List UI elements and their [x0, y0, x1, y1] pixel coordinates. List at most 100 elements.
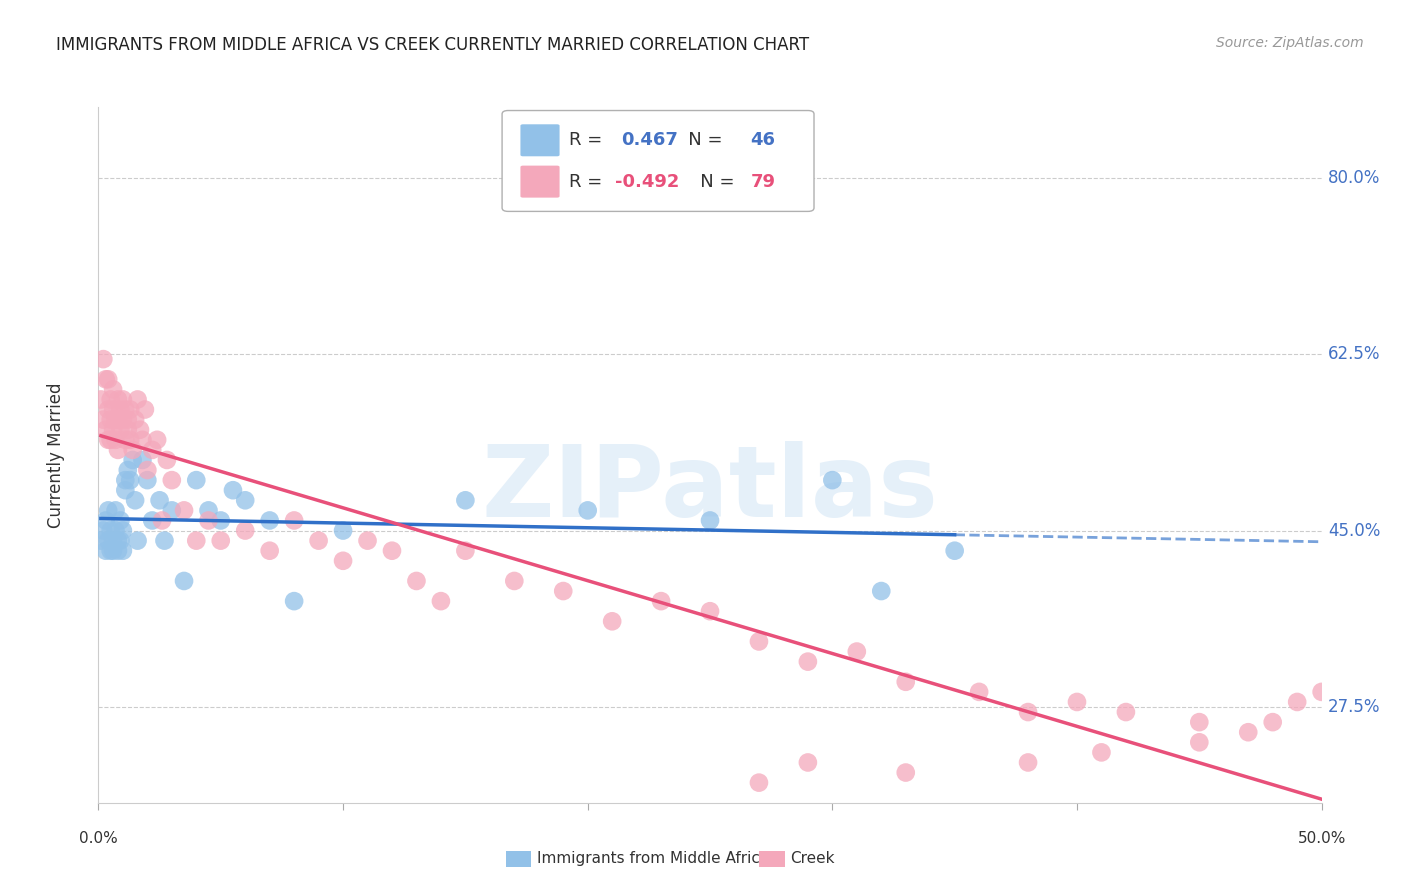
Text: N =: N = — [683, 173, 741, 191]
Point — [101, 533, 124, 548]
Point — [356, 533, 378, 548]
Point — [1286, 695, 1309, 709]
Text: 0.0%: 0.0% — [79, 830, 118, 846]
Point — [430, 594, 453, 608]
Point — [107, 533, 129, 548]
Point — [748, 634, 770, 648]
Text: Source: ZipAtlas.com: Source: ZipAtlas.com — [1216, 36, 1364, 50]
Point — [111, 392, 134, 407]
Point — [209, 533, 232, 548]
Point — [222, 483, 245, 498]
Point — [748, 775, 770, 789]
Text: 80.0%: 80.0% — [1327, 169, 1381, 186]
Point — [259, 513, 281, 527]
Point — [141, 442, 163, 457]
Point — [405, 574, 427, 588]
Point — [153, 533, 176, 548]
Point — [870, 584, 893, 599]
Point — [120, 402, 142, 417]
Point — [332, 524, 354, 538]
Text: N =: N = — [671, 131, 728, 149]
Point — [129, 423, 152, 437]
Text: IMMIGRANTS FROM MIDDLE AFRICA VS CREEK CURRENTLY MARRIED CORRELATION CHART: IMMIGRANTS FROM MIDDLE AFRICA VS CREEK C… — [56, 36, 810, 54]
Point — [131, 453, 153, 467]
FancyBboxPatch shape — [520, 124, 560, 156]
Point — [114, 433, 136, 447]
Point — [1310, 685, 1333, 699]
Point — [173, 574, 195, 588]
Point — [91, 524, 114, 538]
FancyBboxPatch shape — [502, 111, 814, 211]
Point — [117, 423, 139, 437]
Point — [97, 533, 120, 548]
Point — [100, 524, 122, 538]
Text: 27.5%: 27.5% — [1327, 698, 1381, 716]
Point — [107, 543, 129, 558]
Point — [136, 473, 159, 487]
Point — [141, 513, 163, 527]
Point — [121, 453, 143, 467]
Point — [124, 493, 146, 508]
Point — [94, 423, 117, 437]
Point — [97, 503, 120, 517]
Point — [146, 433, 169, 447]
FancyBboxPatch shape — [520, 166, 560, 198]
Text: Immigrants from Middle Africa: Immigrants from Middle Africa — [537, 852, 769, 866]
Point — [100, 433, 122, 447]
Point — [283, 594, 305, 608]
Text: R =: R = — [569, 173, 609, 191]
Point — [110, 513, 132, 527]
Point — [186, 473, 208, 487]
Point — [94, 543, 117, 558]
Text: Currently Married: Currently Married — [46, 382, 65, 528]
Point — [131, 433, 153, 447]
Point — [1261, 715, 1284, 730]
Point — [894, 765, 917, 780]
Point — [100, 392, 122, 407]
Text: 50.0%: 50.0% — [1298, 830, 1346, 846]
Point — [107, 392, 129, 407]
Point — [894, 674, 917, 689]
Point — [156, 453, 179, 467]
Point — [845, 644, 868, 658]
Point — [1237, 725, 1260, 739]
Point — [107, 442, 129, 457]
Text: R =: R = — [569, 131, 614, 149]
Point — [136, 463, 159, 477]
Point — [797, 655, 820, 669]
Point — [127, 392, 149, 407]
Point — [114, 473, 136, 487]
Point — [97, 402, 120, 417]
Point — [308, 533, 330, 548]
Point — [197, 503, 219, 517]
Point — [967, 685, 990, 699]
Point — [1188, 735, 1211, 749]
Point — [101, 543, 124, 558]
Point — [91, 412, 114, 426]
Point — [94, 372, 117, 386]
Point — [110, 423, 132, 437]
Point — [101, 402, 124, 417]
Point — [97, 372, 120, 386]
Point — [121, 442, 143, 457]
Text: 0.467: 0.467 — [620, 131, 678, 149]
Point — [186, 533, 208, 548]
Point — [209, 513, 232, 527]
Point — [110, 402, 132, 417]
Point — [104, 412, 127, 426]
Point — [1017, 705, 1039, 719]
Point — [114, 402, 136, 417]
Point — [454, 493, 477, 508]
Point — [124, 412, 146, 426]
Point — [100, 543, 122, 558]
Text: 46: 46 — [751, 131, 775, 149]
Point — [160, 503, 183, 517]
Text: 45.0%: 45.0% — [1327, 522, 1381, 540]
Point — [111, 543, 134, 558]
Point — [127, 533, 149, 548]
Point — [381, 543, 404, 558]
Point — [197, 513, 219, 527]
Point — [1188, 715, 1211, 730]
Point — [797, 756, 820, 770]
Point — [160, 473, 183, 487]
